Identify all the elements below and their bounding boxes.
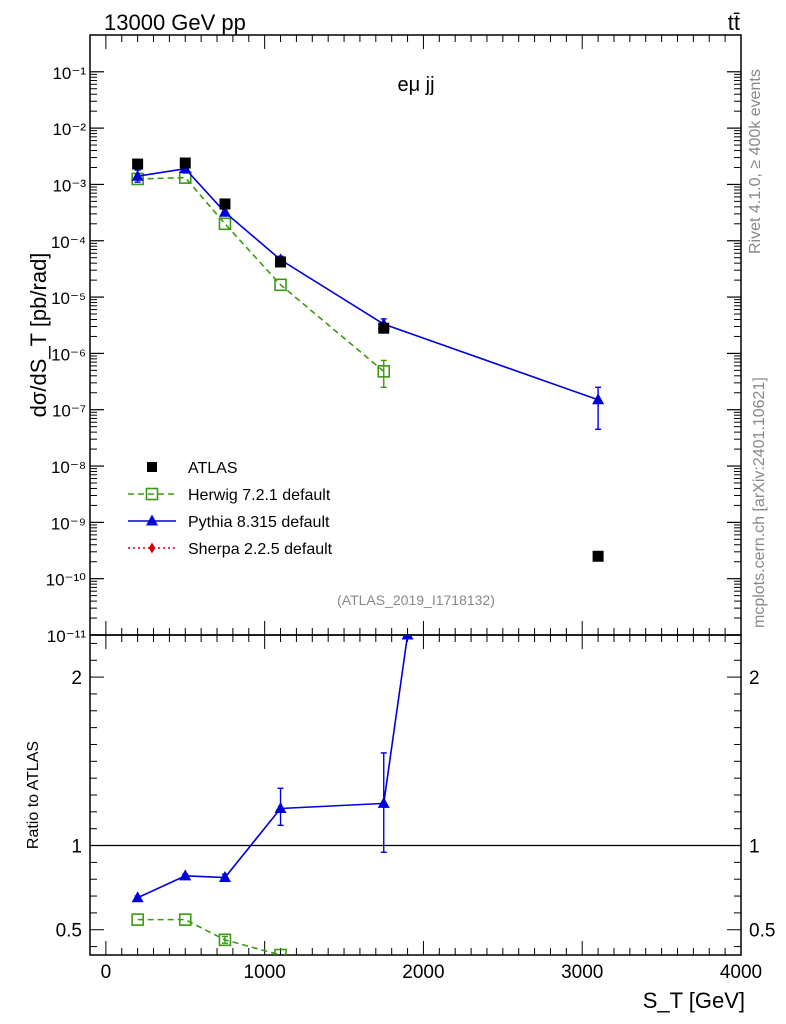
- main-atlas-point: [132, 158, 144, 170]
- legend-sherpa-marker: [148, 542, 156, 554]
- mcplots-source-label: mcplots.cern.ch [arXiv:2401.10621]: [751, 377, 768, 628]
- main-y-tick-label: 10⁻⁴: [51, 233, 86, 252]
- ratio-herwig-point: [274, 948, 287, 955]
- legend-atlas-label: ATLAS: [188, 460, 238, 477]
- main-y-tick-label: 10⁻¹⁰: [46, 571, 87, 590]
- ratio-herwig-point: [131, 913, 144, 926]
- main-y-tick-label: 10⁻⁵: [51, 289, 86, 308]
- x-tick-label: 0: [101, 962, 112, 983]
- x-tick-label: 3000: [561, 962, 603, 983]
- legend: ATLAS Herwig 7.2.1 default Pythia 8.315 de…: [128, 460, 333, 558]
- ratio-pythia-point: [218, 871, 231, 883]
- ratio-y-tick-label: 2: [71, 668, 82, 689]
- x-axis-label: S_T [GeV]: [643, 988, 745, 1013]
- ratio-y-tick-label: 1: [71, 837, 82, 858]
- x-tick-label: 1000: [244, 962, 286, 983]
- ratio-y-axis-label: Ratio to ATLAS: [25, 741, 42, 849]
- main-y-axis-label: dσ/dS_T [pb/rad]: [26, 253, 51, 418]
- main-y-tick-label: 10⁻¹: [52, 64, 86, 83]
- ratio-y-axis: 0.5 0.5 1 1 2 2: [56, 642, 775, 948]
- main-atlas-point: [378, 322, 390, 334]
- ratio-y-tick-label-right: 0.5: [749, 921, 775, 942]
- main-y-axis: 10⁻¹¹ 10⁻¹⁰ 10⁻⁹ 10⁻⁸ 10⁻⁷ 10⁻⁶ 10⁻⁵ 10⁻⁴ 10⁻³ 10…: [46, 64, 741, 646]
- main-atlas-point: [179, 157, 191, 169]
- main-herwig-line: [137, 176, 385, 372]
- header-process-label: tt̄: [728, 10, 740, 35]
- legend-atlas-marker: [147, 462, 157, 472]
- main-pythia-point: [592, 393, 605, 405]
- header-energy-label: 13000 GeV pp: [104, 10, 246, 35]
- ratio-series-layer: [131, 635, 414, 955]
- main-y-tick-label: 10⁻⁹: [51, 514, 86, 533]
- plot-title: eμ jj: [397, 74, 434, 96]
- main-atlas-point: [592, 550, 604, 562]
- main-pythia-line: [137, 167, 599, 401]
- x-tick-label: 2000: [402, 962, 444, 983]
- legend-pythia-marker: [146, 514, 158, 526]
- main-y-tick-label: 10⁻¹¹: [47, 627, 87, 646]
- legend-pythia-label: Pythia 8.315 default: [188, 514, 330, 531]
- legend-herwig-marker: [145, 487, 159, 501]
- ratio-pythia-point: [377, 796, 390, 808]
- main-y-tick-label: 10⁻⁷: [52, 402, 86, 421]
- legend-sherpa-label: Sherpa 2.2.5 default: [188, 541, 333, 558]
- ratio-pythia-point: [274, 801, 287, 813]
- ratio-pythia-point: [179, 869, 192, 881]
- main-atlas-point: [275, 256, 287, 268]
- x-axis: 0 1000 2000 3000 4000: [89, 635, 762, 983]
- ratio-pythia-point: [131, 891, 144, 903]
- main-atlas-point: [219, 198, 231, 210]
- ratio-y-tick-label-right: 1: [749, 837, 760, 858]
- main-y-tick-label: 10⁻²: [52, 120, 86, 139]
- ratio-pythia-point: [401, 635, 414, 640]
- main-pythia-point: [131, 169, 144, 181]
- ratio-y-tick-label: 0.5: [56, 921, 82, 942]
- main-y-tick-label: 10⁻⁶: [51, 345, 86, 364]
- x-tick-label: 4000: [720, 962, 762, 983]
- ratio-y-tick-label-right: 2: [749, 668, 760, 689]
- main-pythia-point: [218, 205, 231, 217]
- analysis-watermark: (ATLAS_2019_I1718132): [337, 592, 495, 608]
- main-series-layer: [131, 157, 605, 562]
- legend-herwig-label: Herwig 7.2.1 default: [188, 487, 331, 504]
- main-herwig-point: [377, 365, 391, 378]
- main-y-tick-label: 10⁻³: [52, 176, 86, 195]
- main-herwig-point: [218, 217, 232, 231]
- ratio-pythia-line: [137, 635, 409, 899]
- rivet-version-label: Rivet 4.1.0, ≥ 400k events: [747, 69, 764, 254]
- ratio-herwig-line: [137, 918, 281, 955]
- main-herwig-point: [274, 278, 287, 292]
- ratio-herwig-point: [218, 933, 232, 947]
- main-y-tick-label: 10⁻⁸: [51, 458, 86, 477]
- ratio-herwig-point: [178, 913, 192, 926]
- main-x-ticks: [89, 35, 742, 635]
- ratio-plot-frame: [89, 634, 742, 956]
